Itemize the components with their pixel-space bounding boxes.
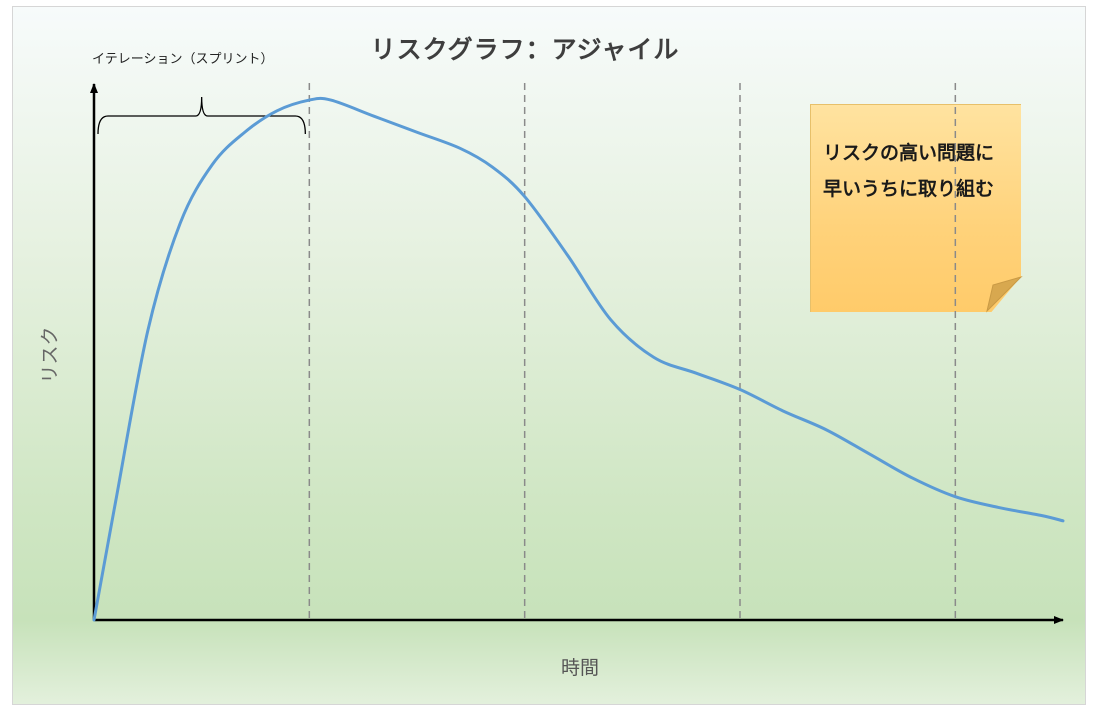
sticky-note-fold: [986, 275, 1023, 313]
iteration-boundaries: [308, 83, 957, 620]
iteration-brace: [97, 96, 306, 135]
iteration-label: イテレーション（スプリント）: [92, 52, 273, 67]
sticky-note: リスクの高い問題に早いうちに取り組む: [810, 104, 1021, 312]
series-line-risk: [92, 96, 1065, 622]
chart-title: リスクグラフ：アジャイル: [371, 35, 680, 64]
x-axis-label: 時間: [561, 657, 599, 679]
y-axis-label: リスク: [39, 326, 61, 383]
